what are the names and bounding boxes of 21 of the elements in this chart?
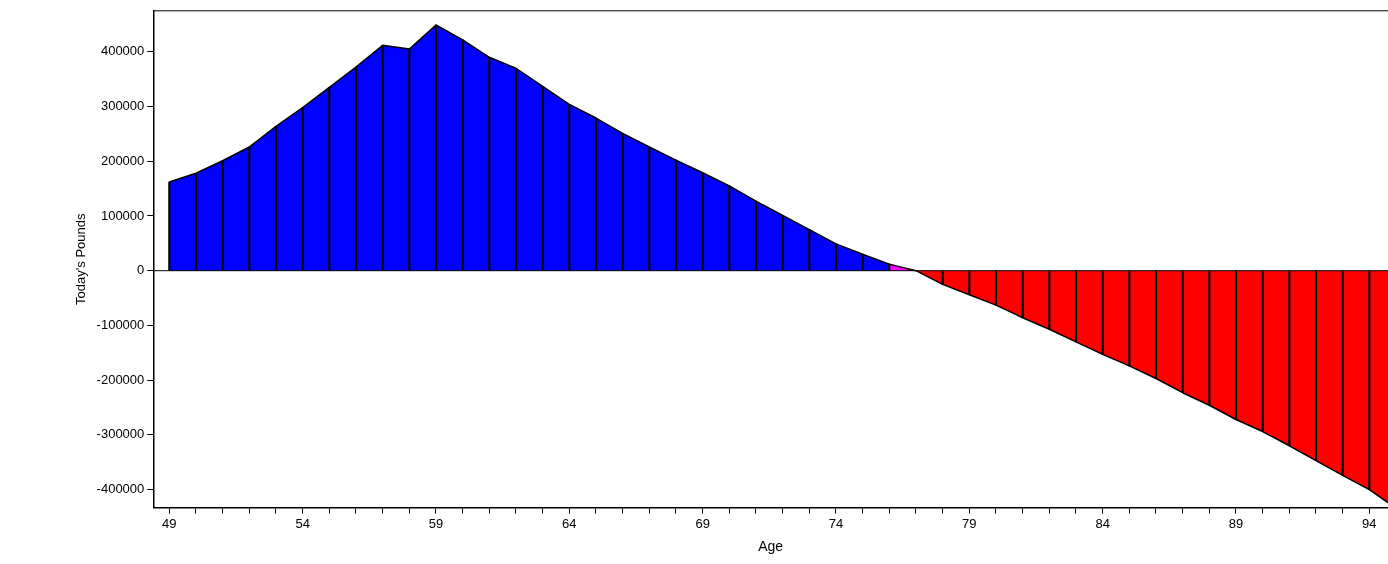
x-tick-label: 69: [695, 515, 710, 531]
y-tick-label: -400000: [96, 481, 145, 497]
x-tick-label: 79: [962, 515, 977, 531]
x-tick-label: 64: [562, 515, 577, 531]
y-tick-label: -300000: [96, 426, 145, 442]
x-tick-label: 74: [828, 515, 844, 531]
y-tick-label: 200000: [100, 152, 145, 168]
y-tick-label: 0: [137, 262, 145, 278]
x-tick-label: 89: [1228, 515, 1244, 531]
x-tick-label: 94: [1362, 515, 1377, 531]
y-axis-title: Today's Pounds: [73, 213, 89, 305]
x-tick-label: 49: [162, 515, 177, 531]
y-tick-label: -100000: [96, 316, 145, 332]
x-axis-title: Age: [758, 538, 784, 555]
x-tick-label: 84: [1095, 515, 1110, 531]
x-tick-label: 59: [428, 515, 444, 531]
y-tick-label: 300000: [100, 98, 145, 114]
x-tick-label: 54: [295, 515, 310, 531]
y-tick-label: 100000: [100, 207, 145, 223]
y-tick-label: 400000: [100, 43, 145, 59]
y-tick-label: -200000: [96, 371, 145, 387]
